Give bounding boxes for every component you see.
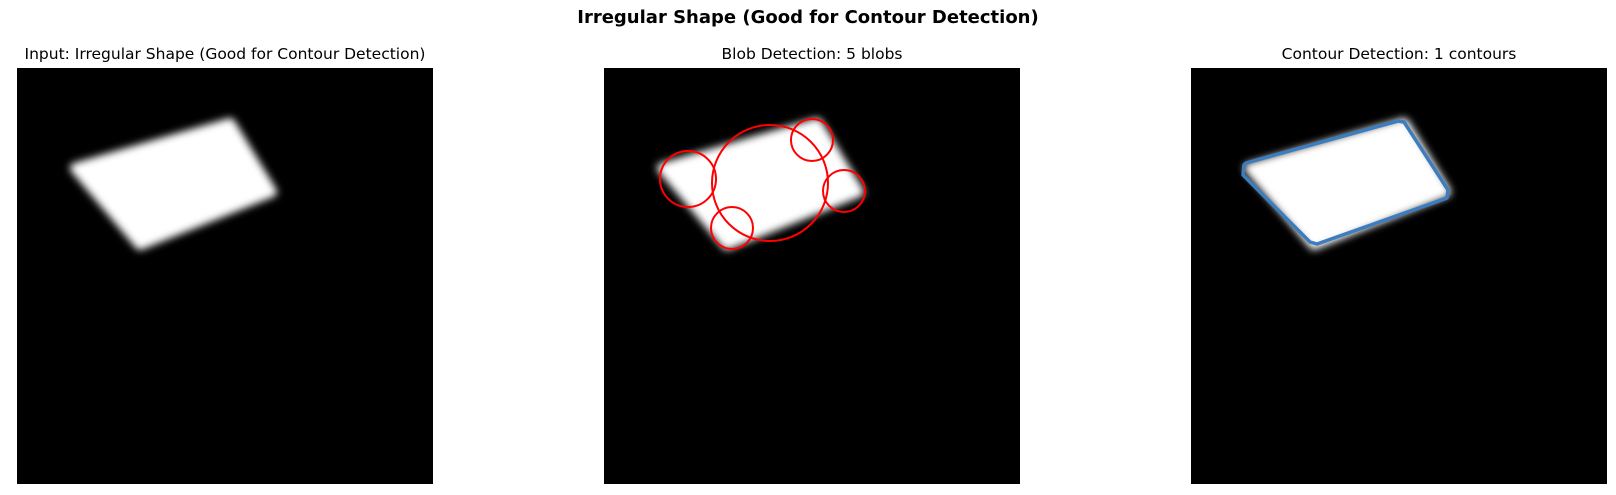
blob-image-canvas [604,68,1020,484]
blob-markers [659,118,866,250]
blob-circle [711,124,829,242]
detected-contour [1241,119,1450,246]
blob-circle [790,118,834,162]
figure-title: Irregular Shape (Good for Contour Detect… [577,7,1039,28]
blob-circle [710,206,754,250]
input-image [17,68,433,484]
blob-panel: Blob Detection: 5 blobs [604,44,1020,484]
input-image-canvas [17,68,433,484]
blob-circle [659,150,717,208]
contour-panel-title: Contour Detection: 1 contours [1281,45,1517,63]
blob-circle [822,169,866,213]
input-panel-title: Input: Irregular Shape (Good for Contour… [24,45,426,63]
irregular-shape [657,118,864,250]
blob-panel-title: Blob Detection: 5 blobs [721,45,903,63]
contour-image [1191,68,1607,484]
input-panel: Input: Irregular Shape (Good for Contour… [17,44,433,484]
blob-image [604,68,1020,484]
contour-panel: Contour Detection: 1 contours [1191,44,1607,484]
irregular-shape [70,118,277,250]
contour-image-canvas [1191,68,1607,484]
